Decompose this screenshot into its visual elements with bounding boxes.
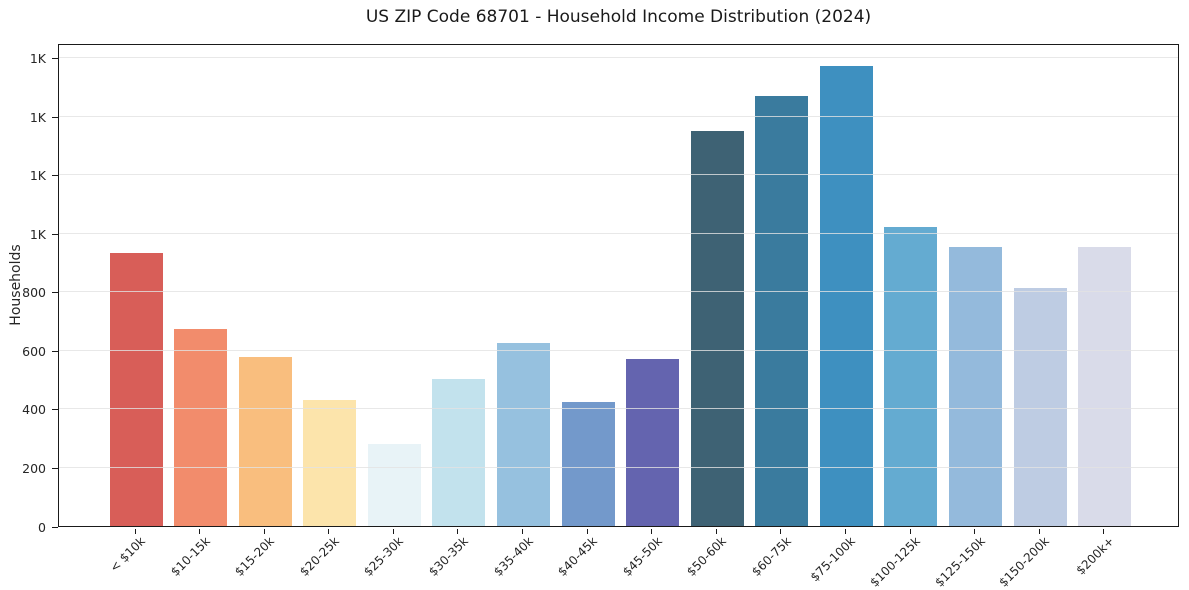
y-tick-mark	[52, 526, 58, 528]
bar	[238, 356, 292, 526]
y-tick-mark	[52, 409, 58, 411]
bar	[109, 252, 163, 526]
bar	[303, 399, 357, 526]
y-tick-mark	[52, 292, 58, 294]
x-tick-mark	[522, 528, 523, 534]
gridline	[59, 349, 1178, 351]
bar	[819, 66, 873, 526]
bar	[432, 379, 486, 526]
x-tick-mark	[263, 528, 265, 534]
x-tick-mark	[651, 528, 653, 534]
x-tick-mark	[328, 528, 330, 534]
x-tick-mark	[586, 528, 588, 534]
y-tick-mark	[52, 350, 58, 352]
y-tick-label: 1K	[29, 226, 46, 242]
bar	[884, 226, 938, 526]
x-tick-mark	[715, 528, 717, 534]
plot-area	[58, 44, 1179, 527]
x-tick-mark	[844, 528, 846, 534]
bar	[755, 95, 809, 526]
bar	[174, 329, 228, 526]
bar	[1078, 247, 1132, 526]
bar	[496, 343, 550, 526]
gridline	[59, 232, 1178, 234]
y-tick-label: 600	[22, 343, 46, 359]
bar	[561, 401, 615, 526]
bar	[367, 444, 421, 526]
gridline	[59, 57, 1178, 59]
x-tick-mark	[1038, 528, 1040, 534]
x-tick-label: < $10k	[107, 534, 148, 575]
y-tick-mark	[52, 175, 58, 177]
y-tick-label: 800	[22, 285, 46, 301]
y-tick-mark	[52, 233, 58, 235]
bar	[949, 247, 1003, 526]
x-tick-mark	[780, 528, 782, 534]
x-tick-mark	[909, 528, 911, 534]
x-tick-mark	[974, 528, 975, 534]
y-tick-label: 1K	[29, 168, 46, 184]
gridline	[59, 115, 1178, 117]
y-tick-label: 200	[22, 461, 46, 476]
y-tick-label: 400	[22, 402, 46, 418]
bar	[690, 130, 744, 526]
y-tick-mark	[52, 116, 58, 118]
x-tick-mark	[392, 528, 394, 534]
gridline	[59, 408, 1178, 410]
x-tick-mark	[134, 528, 136, 534]
y-tick-label: 1K	[29, 109, 46, 125]
x-tick-mark	[199, 528, 201, 534]
chart-title: US ZIP Code 68701 - Household Income Dis…	[365, 7, 872, 27]
gridline	[59, 174, 1178, 176]
bar	[626, 358, 680, 526]
y-tick-label: 0	[38, 519, 46, 535]
gridline	[59, 291, 1178, 293]
y-tick-label: 1K	[29, 51, 46, 67]
y-tick-mark	[52, 468, 58, 469]
gridline	[59, 467, 1178, 468]
x-tick-mark	[1103, 528, 1105, 534]
x-tick-mark	[457, 528, 459, 534]
y-tick-mark	[52, 58, 58, 60]
bar	[1013, 288, 1067, 526]
